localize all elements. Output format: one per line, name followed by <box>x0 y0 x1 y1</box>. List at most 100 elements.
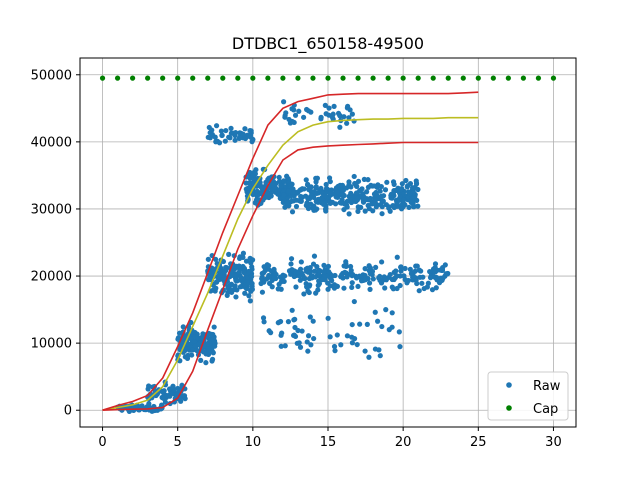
raw-point <box>305 269 311 275</box>
raw-point <box>338 342 344 348</box>
raw-point <box>402 265 408 272</box>
raw-point <box>419 280 425 286</box>
raw-point <box>374 192 380 198</box>
raw-point <box>305 181 311 187</box>
raw-point <box>218 128 224 134</box>
y-axis: 0 10000 20000 30000 40000 50000 <box>31 68 80 419</box>
raw-point <box>427 269 433 275</box>
raw-point <box>432 261 439 267</box>
raw-point <box>346 115 352 121</box>
raw-point <box>298 259 304 265</box>
raw-point <box>298 197 304 204</box>
raw-point <box>247 169 253 176</box>
chart-title: DTDBC1_650158-49500 <box>232 34 424 54</box>
raw-point <box>322 193 328 199</box>
raw-point <box>225 289 231 295</box>
raw-point <box>289 106 295 112</box>
raw-point <box>284 173 290 179</box>
raw-point <box>312 274 318 280</box>
raw-point <box>164 392 170 399</box>
raw-point <box>403 177 409 184</box>
raw-point <box>397 344 403 350</box>
raw-point <box>377 273 383 280</box>
raw-point <box>203 360 209 366</box>
cap-point <box>295 75 301 81</box>
raw-point <box>162 399 168 405</box>
raw-point <box>272 271 278 277</box>
raw-point <box>303 177 309 183</box>
cap-point <box>220 75 226 81</box>
raw-point <box>278 183 284 189</box>
raw-point <box>261 264 267 270</box>
raw-point <box>349 280 355 286</box>
raw-point <box>322 206 329 212</box>
y-tick-label: 20000 <box>31 270 72 285</box>
raw-point <box>332 348 338 354</box>
raw-point <box>288 256 295 262</box>
cap-point <box>535 75 542 81</box>
raw-point <box>351 173 357 180</box>
raw-point <box>304 265 310 271</box>
raw-point <box>371 183 377 189</box>
raw-point <box>227 135 233 141</box>
raw-point <box>339 191 345 198</box>
raw-point <box>312 268 318 274</box>
raw-point <box>390 203 396 209</box>
raw-point <box>247 134 253 140</box>
raw-point <box>325 263 332 270</box>
raw-point <box>308 109 314 115</box>
cap-point <box>325 75 331 81</box>
raw-point <box>367 286 373 292</box>
raw-point <box>386 205 392 211</box>
raw-point <box>353 190 360 196</box>
raw-point <box>259 276 265 282</box>
raw-point <box>314 206 320 212</box>
raw-point <box>326 175 333 181</box>
raw-point <box>295 327 301 334</box>
raw-point <box>354 183 360 190</box>
raw-point <box>256 181 262 188</box>
y-tick-label: 0 <box>64 404 72 419</box>
raw-point <box>289 266 295 273</box>
raw-point <box>354 341 360 348</box>
raw-point <box>261 319 267 325</box>
fit-line <box>102 91 479 411</box>
raw-point <box>282 114 288 120</box>
raw-point <box>310 205 316 211</box>
raw-point <box>367 195 373 202</box>
raw-point <box>327 334 333 340</box>
raw-point <box>302 275 308 282</box>
raw-point <box>240 131 246 137</box>
raw-point <box>184 355 191 361</box>
raw-point <box>378 202 384 208</box>
raw-point <box>276 174 282 181</box>
raw-point <box>185 341 191 347</box>
x-tick-label: 15 <box>320 435 337 450</box>
cap-point <box>400 75 406 81</box>
raw-point <box>249 264 255 270</box>
raw-point <box>366 280 373 286</box>
raw-point <box>396 197 402 203</box>
raw-point <box>407 266 413 272</box>
cap-point <box>160 75 166 81</box>
fit-line <box>102 141 479 411</box>
raw-point <box>351 336 358 342</box>
raw-point <box>327 283 333 289</box>
raw-point <box>296 108 302 114</box>
raw-point <box>248 281 255 287</box>
legend-label: Cap <box>533 402 558 417</box>
raw-point <box>285 319 292 325</box>
raw-point <box>323 181 329 188</box>
cap-point <box>205 75 211 81</box>
raw-point <box>344 105 350 111</box>
raw-point <box>198 357 204 363</box>
raw-point <box>344 274 350 280</box>
raw-point <box>183 346 189 353</box>
raw-point <box>325 315 331 321</box>
raw-point <box>232 132 238 139</box>
raw-point <box>314 175 321 181</box>
cap-point <box>490 75 496 81</box>
raw-point <box>289 198 296 204</box>
raw-point <box>254 188 260 194</box>
raw-point <box>338 188 345 194</box>
